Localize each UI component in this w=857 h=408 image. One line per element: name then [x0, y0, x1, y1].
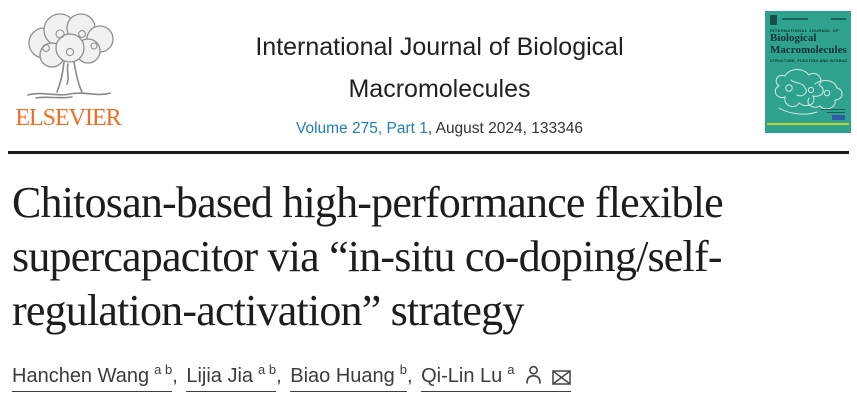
elsevier-wordmark: ELSEVIER [15, 105, 121, 131]
cover-title-line1: Biological [770, 32, 817, 44]
author-affiliation-superscript: b [399, 362, 407, 377]
author-name: Biao Huang [290, 365, 395, 387]
issue-date-text: , August 2024, 133346 [427, 120, 583, 137]
journal-heading: International Journal of Biological Macr… [132, 26, 747, 138]
cover-bottom-stripe [767, 123, 849, 125]
author-separator: , [276, 365, 288, 387]
cover-issn-text-placeholder [831, 18, 846, 20]
volume-issue-link[interactable]: Volume 275, Part 1 [296, 120, 428, 137]
author-affiliation-superscript: a [507, 362, 515, 377]
cover-elsevier-mark-icon [770, 15, 777, 25]
cover-molecule-art [765, 64, 851, 119]
author-link-qilin-lu[interactable]: Qi-Lin Lu a [421, 362, 571, 392]
author-separator: , [172, 365, 184, 387]
elsevier-tree-icon [14, 10, 122, 104]
cover-title: Biological Macromolecules [770, 32, 848, 56]
authors-row: Hanchen Wang a b, Lijia Jia a b, Biao Huan… [12, 362, 571, 392]
author-affiliation-superscript: a b [258, 362, 277, 377]
journal-cover-thumbnail[interactable]: INTERNATIONAL JOURNAL OF Biological Macr… [765, 11, 851, 133]
cover-title-line2: Macromolecules [770, 43, 847, 56]
article-title: Chitosan-based high-performance flexible… [12, 176, 724, 338]
article-title-line2: supercapacitor via “in-situ co-doping/se… [12, 232, 722, 281]
author-link-biao-huang[interactable]: Biao Huang b [290, 362, 407, 392]
cover-footer-text-placeholder [821, 108, 845, 110]
author-affiliation-superscript: a b [154, 362, 173, 377]
journal-title-link[interactable]: International Journal of Biological Macr… [132, 26, 747, 110]
cover-kicker: INTERNATIONAL JOURNAL OF [770, 28, 839, 33]
envelope-icon[interactable] [551, 370, 571, 385]
author-name: Lijia Jia [186, 365, 254, 387]
cover-tagline: STRUCTURE, FUNCTION AND INTERACTIONS [770, 59, 848, 63]
journal-title-line2: Macromolecules [348, 75, 531, 103]
cover-footer-text-placeholder2 [827, 111, 845, 113]
elsevier-logo-link[interactable]: ELSEVIER [14, 10, 122, 132]
header-divider [8, 151, 849, 154]
person-icon[interactable] [524, 365, 543, 385]
cover-volume-text-placeholder [782, 18, 808, 20]
author-separator: , [407, 365, 419, 387]
issue-line: Volume 275, Part 1, August 2024, 133346 [132, 120, 747, 138]
author-name: Hanchen Wang [12, 365, 150, 387]
journal-title-line1: International Journal of Biological [255, 33, 624, 61]
cover-footer-badge [832, 115, 845, 120]
author-name: Qi-Lin Lu [421, 365, 503, 387]
article-title-line3: regulation-activation” strategy [12, 286, 524, 335]
author-link-lijia-jia[interactable]: Lijia Jia a b [186, 362, 277, 392]
author-link-hanchen-wang[interactable]: Hanchen Wang a b [12, 362, 173, 392]
article-title-line1: Chitosan-based high-performance flexible [12, 178, 724, 227]
